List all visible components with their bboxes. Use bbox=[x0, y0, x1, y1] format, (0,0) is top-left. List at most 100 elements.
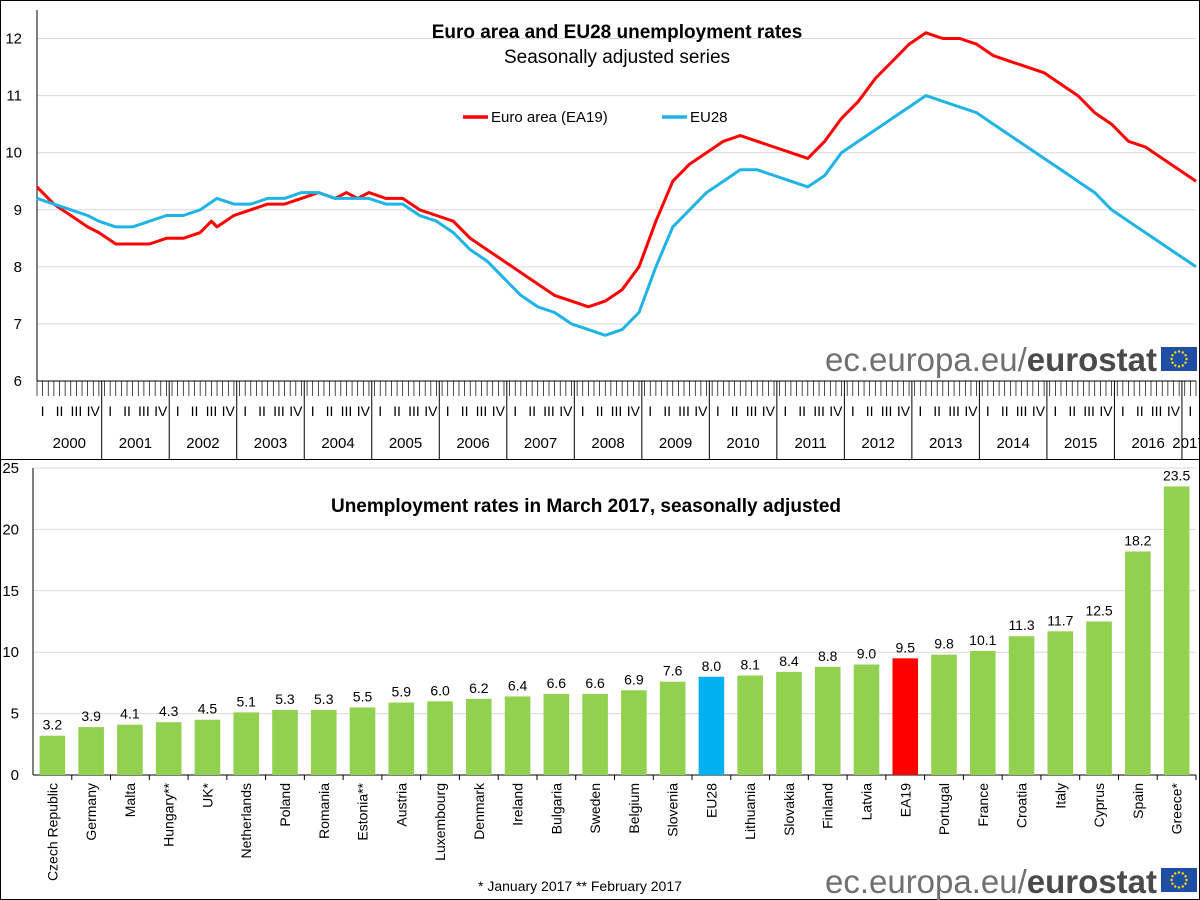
bar-value-label: 3.9 bbox=[81, 708, 101, 724]
eu-flag-star bbox=[1171, 354, 1174, 357]
quarter-label: III bbox=[1016, 403, 1028, 419]
bar-value-label: 4.5 bbox=[198, 701, 218, 717]
bottom-chart-title: Unemployment rates in March 2017, season… bbox=[331, 496, 841, 517]
quarter-label: I bbox=[41, 403, 45, 419]
legend-label-ea19: Euro area (EA19) bbox=[491, 109, 608, 126]
category-label: Luxembourg bbox=[432, 783, 448, 861]
quarter-label: III bbox=[206, 403, 218, 419]
year-label: 2012 bbox=[861, 435, 894, 452]
category-label: Ireland bbox=[510, 783, 526, 826]
quarter-label: IV bbox=[87, 403, 101, 419]
category-label: Romania bbox=[316, 783, 332, 839]
quarter-label: II bbox=[191, 403, 199, 419]
bar-value-label: 8.8 bbox=[818, 648, 838, 664]
category-label: Netherlands bbox=[238, 783, 254, 859]
year-label: 2001 bbox=[119, 435, 152, 452]
quarter-label: I bbox=[783, 403, 787, 419]
bar-poland bbox=[272, 709, 298, 775]
bar-latvia bbox=[853, 664, 880, 775]
bottom-y-tick-label: 15 bbox=[2, 583, 19, 600]
eu-flag-star bbox=[1174, 872, 1177, 875]
quarter-label: I bbox=[176, 403, 180, 419]
legend-label-eu28: EU28 bbox=[690, 109, 728, 126]
bar-value-label: 5.3 bbox=[275, 691, 295, 707]
bar-value-label: 8.4 bbox=[779, 653, 799, 669]
quarter-label: I bbox=[243, 403, 247, 419]
quarter-label: IV bbox=[1099, 403, 1113, 419]
bar-eu28 bbox=[698, 676, 725, 775]
bar-value-label: 11.7 bbox=[1047, 612, 1073, 628]
quarter-label: II bbox=[663, 403, 671, 419]
bar-value-label: 12.5 bbox=[1085, 603, 1112, 619]
bar-estonia- bbox=[349, 707, 376, 775]
eu-flag-star bbox=[1181, 885, 1184, 888]
top-chart-series bbox=[35, 31, 1197, 337]
bottom-chart-value-labels: 3.2 3.9 4.1 4.3 4.5 5.1 5.3 5.3 5.5 5.9 6.0 6.2 6.4 6… bbox=[43, 467, 1191, 732]
quarter-label: IV bbox=[222, 403, 236, 419]
bar-france bbox=[969, 650, 996, 775]
quarter-label: I bbox=[108, 403, 112, 419]
bar-ea19 bbox=[892, 658, 919, 775]
bar-ireland bbox=[504, 696, 531, 775]
bottom-watermark-text: ec.europa.eu/eurostat bbox=[825, 863, 1157, 900]
category-label: Hungary** bbox=[161, 782, 177, 846]
eu-flag-star bbox=[1181, 351, 1184, 354]
category-label: Lithuania bbox=[742, 783, 758, 840]
year-label: 2005 bbox=[389, 435, 422, 452]
category-label: Greece* bbox=[1169, 782, 1185, 834]
quarter-label: III bbox=[1083, 403, 1095, 419]
quarter-label: II bbox=[1068, 403, 1076, 419]
bar-value-label: 4.1 bbox=[120, 706, 140, 722]
bar-austria bbox=[388, 702, 415, 775]
quarter-label: I bbox=[851, 403, 855, 419]
bottom-y-tick-label: 5 bbox=[11, 706, 19, 723]
bar-italy bbox=[1047, 631, 1074, 775]
category-label: Latvia bbox=[858, 783, 874, 821]
quarter-label: IV bbox=[1167, 403, 1181, 419]
bar-value-label: 6.0 bbox=[430, 682, 450, 698]
quarter-label: III bbox=[746, 403, 758, 419]
bar-belgium bbox=[621, 690, 647, 775]
bar-bulgaria bbox=[543, 693, 570, 775]
quarter-label: II bbox=[731, 403, 739, 419]
quarter-label: II bbox=[326, 403, 334, 419]
bar-value-label: 6.6 bbox=[547, 675, 567, 691]
bar-lithuania bbox=[737, 675, 763, 775]
quarter-label: IV bbox=[559, 403, 573, 419]
year-label: 2014 bbox=[996, 435, 1029, 452]
bar-value-label: 6.6 bbox=[585, 675, 605, 691]
quarter-label: I bbox=[986, 403, 990, 419]
eu-flag-star bbox=[1174, 351, 1177, 354]
quarter-label: II bbox=[798, 403, 806, 419]
bar-value-label: 6.9 bbox=[624, 671, 644, 687]
bar-value-label: 3.2 bbox=[43, 717, 63, 733]
quarter-label: III bbox=[476, 403, 488, 419]
bar-spain bbox=[1125, 551, 1151, 775]
quarter-label: II bbox=[528, 403, 536, 419]
quarter-label: I bbox=[1053, 403, 1057, 419]
bar-value-label: 5.1 bbox=[236, 693, 256, 709]
bar-value-label: 9.5 bbox=[896, 639, 916, 655]
bar-value-label: 11.3 bbox=[1008, 617, 1034, 633]
eu-flag-star bbox=[1174, 364, 1177, 367]
bar-luxembourg bbox=[427, 701, 453, 775]
quarter-label: II bbox=[933, 403, 941, 419]
eu-flag-star bbox=[1181, 872, 1184, 875]
quarter-label: II bbox=[596, 403, 604, 419]
quarter-label: III bbox=[881, 403, 893, 419]
eu-flag-star bbox=[1184, 354, 1187, 357]
category-label: Cyprus bbox=[1091, 783, 1107, 827]
year-label: 2002 bbox=[186, 435, 219, 452]
bar-value-label: 8.1 bbox=[740, 657, 760, 673]
year-label: 2017 bbox=[1172, 435, 1200, 452]
year-label: 2011 bbox=[794, 435, 826, 452]
quarter-label: II bbox=[866, 403, 874, 419]
category-label: EU28 bbox=[703, 783, 719, 818]
eu-flag-star bbox=[1185, 878, 1188, 882]
category-label: Poland bbox=[277, 783, 293, 827]
quarter-label: II bbox=[461, 403, 469, 419]
year-label: 2015 bbox=[1064, 435, 1097, 452]
bar-value-label: 9.0 bbox=[857, 645, 877, 661]
bar-uk- bbox=[194, 719, 221, 775]
